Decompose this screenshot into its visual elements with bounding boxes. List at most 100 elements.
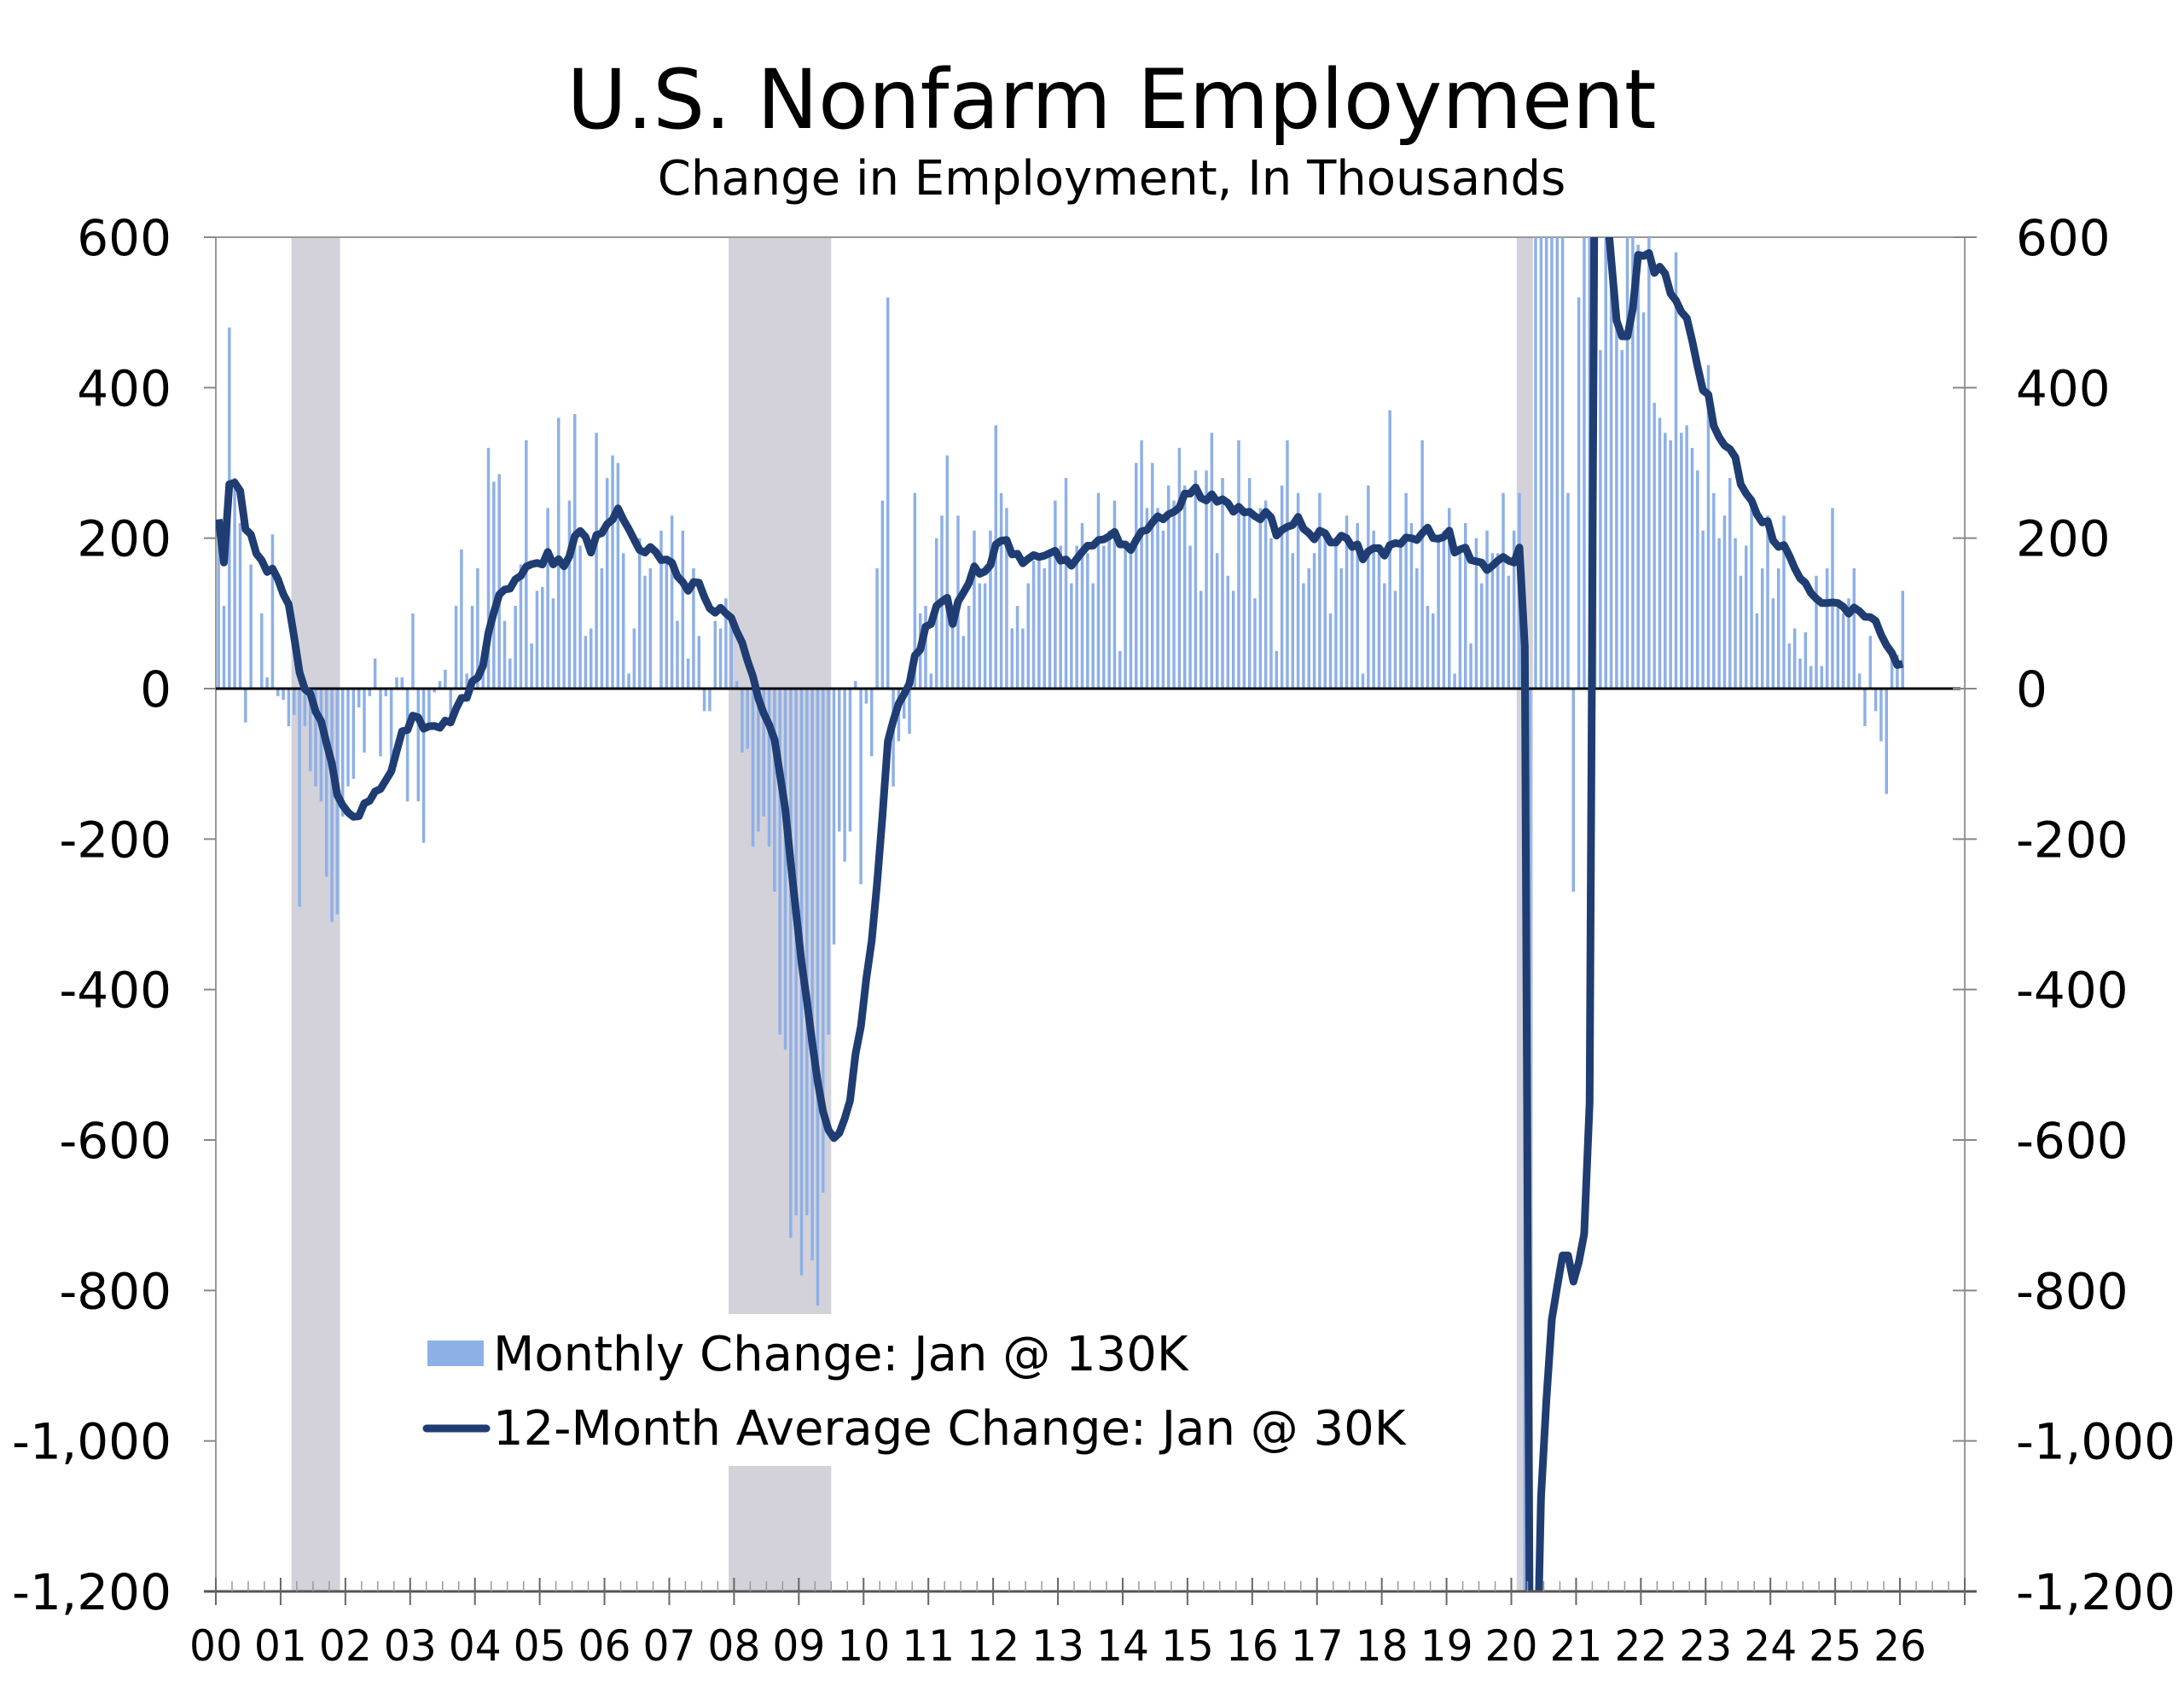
monthly-change-bar bbox=[470, 606, 474, 689]
monthly-change-bar bbox=[1124, 545, 1127, 689]
x-tick-label: 21 bbox=[1549, 1621, 1602, 1671]
monthly-change-bar bbox=[1636, 244, 1640, 689]
monthly-change-bar bbox=[1393, 590, 1397, 689]
monthly-change-bar bbox=[497, 474, 501, 689]
monthly-change-bar bbox=[1448, 508, 1451, 689]
x-tick-label: 24 bbox=[1744, 1621, 1797, 1671]
monthly-change-bar bbox=[1350, 545, 1354, 689]
monthly-change-bar bbox=[363, 689, 366, 753]
monthly-change-bar bbox=[1339, 567, 1343, 689]
monthly-change-bar bbox=[1792, 628, 1797, 689]
monthly-change-bar bbox=[616, 462, 620, 689]
monthly-change-bar bbox=[238, 523, 242, 689]
monthly-change-bar bbox=[519, 564, 523, 689]
x-tick-label: 01 bbox=[254, 1621, 307, 1671]
y-tick-label-right: -800 bbox=[2016, 1262, 2129, 1320]
y-tick-label-left: 200 bbox=[77, 510, 171, 568]
monthly-change-bar bbox=[535, 590, 539, 689]
monthly-change-bar bbox=[762, 689, 765, 817]
monthly-change-bar bbox=[405, 689, 410, 802]
monthly-change-bar bbox=[1609, 237, 1613, 689]
x-tick-label: 02 bbox=[319, 1621, 372, 1671]
monthly-change-bar bbox=[859, 689, 863, 885]
monthly-change-bar bbox=[421, 689, 426, 843]
monthly-change-bar bbox=[1831, 508, 1834, 689]
monthly-change-bar bbox=[340, 689, 345, 817]
monthly-change-bar bbox=[1409, 523, 1414, 689]
monthly-change-bar bbox=[735, 681, 739, 689]
monthly-change-bar bbox=[902, 689, 906, 719]
monthly-change-bar bbox=[1383, 583, 1386, 689]
monthly-change-bar bbox=[1437, 538, 1440, 689]
monthly-change-bar bbox=[1031, 561, 1036, 689]
monthly-change-bar bbox=[848, 689, 852, 832]
monthly-change-bar bbox=[1647, 237, 1651, 689]
monthly-change-bar bbox=[978, 583, 982, 689]
monthly-change-bar bbox=[449, 689, 452, 719]
monthly-change-bar bbox=[1474, 538, 1478, 689]
monthly-change-bar bbox=[1323, 538, 1327, 689]
monthly-change-bar bbox=[1685, 425, 1688, 689]
y-tick-label-right: 600 bbox=[2016, 209, 2111, 267]
monthly-change-bar bbox=[659, 530, 663, 689]
monthly-change-bar bbox=[1253, 598, 1257, 689]
monthly-change-bar bbox=[1820, 666, 1824, 689]
monthly-change-bar bbox=[1469, 643, 1472, 689]
monthly-change-bar bbox=[1463, 523, 1467, 689]
y-tick-label-left: -200 bbox=[59, 811, 171, 869]
monthly-change-bar bbox=[632, 628, 636, 689]
monthly-change-bar bbox=[1005, 508, 1008, 689]
monthly-change-bar bbox=[530, 643, 533, 689]
monthly-change-bar bbox=[999, 492, 1003, 689]
monthly-change-bar bbox=[465, 673, 468, 689]
monthly-change-bar bbox=[908, 689, 911, 734]
monthly-change-bar bbox=[373, 658, 377, 689]
monthly-change-bar bbox=[648, 567, 653, 689]
monthly-change-bar bbox=[1280, 485, 1284, 689]
monthly-change-bar bbox=[1237, 440, 1240, 689]
x-tick-label: 12 bbox=[967, 1621, 1019, 1671]
monthly-change-bar bbox=[1194, 470, 1198, 689]
monthly-change-bar bbox=[822, 689, 825, 1193]
monthly-change-bar bbox=[1825, 567, 1829, 689]
monthly-change-bar bbox=[1404, 492, 1408, 689]
monthly-change-bar bbox=[222, 606, 226, 689]
monthly-change-bar bbox=[1107, 530, 1111, 689]
x-tick-label: 06 bbox=[578, 1621, 631, 1671]
monthly-change-bar bbox=[1502, 492, 1505, 689]
monthly-change-bar bbox=[665, 561, 669, 689]
monthly-change-bar bbox=[557, 417, 561, 689]
monthly-change-bar bbox=[1868, 636, 1873, 689]
monthly-change-bar bbox=[945, 455, 950, 689]
monthly-change-bar bbox=[1215, 553, 1219, 689]
monthly-change-bar bbox=[314, 689, 317, 787]
x-tick-label: 08 bbox=[707, 1621, 760, 1671]
monthly-change-bar bbox=[303, 689, 307, 727]
monthly-change-bar bbox=[1534, 237, 1537, 689]
monthly-change-bar bbox=[330, 689, 334, 922]
x-tick-label: 16 bbox=[1226, 1621, 1279, 1671]
monthly-change-bar bbox=[1625, 237, 1629, 689]
monthly-change-bar bbox=[838, 689, 841, 832]
monthly-change-bar bbox=[1771, 598, 1775, 689]
monthly-change-bar bbox=[346, 689, 350, 787]
x-tick-label: 09 bbox=[772, 1621, 825, 1671]
monthly-change-bar bbox=[460, 549, 463, 689]
monthly-change-bar bbox=[1161, 530, 1165, 689]
monthly-change-bar bbox=[395, 677, 398, 689]
y-tick-label-right: -1,000 bbox=[2016, 1413, 2175, 1471]
monthly-change-bar bbox=[1242, 515, 1246, 689]
monthly-change-bar bbox=[1631, 237, 1635, 689]
monthly-change-bar bbox=[1296, 492, 1300, 689]
monthly-change-bar bbox=[1415, 567, 1419, 689]
monthly-change-bar bbox=[1080, 523, 1084, 689]
monthly-change-bar bbox=[1037, 553, 1041, 689]
monthly-change-bar bbox=[1199, 590, 1203, 689]
monthly-change-bar bbox=[1328, 613, 1333, 689]
monthly-change-bar bbox=[1571, 689, 1576, 893]
x-tick-label: 17 bbox=[1291, 1621, 1344, 1671]
monthly-change-bar bbox=[746, 689, 749, 749]
monthly-change-bar bbox=[605, 478, 609, 689]
monthly-change-bar bbox=[1182, 485, 1187, 689]
monthly-change-bar bbox=[1669, 440, 1672, 689]
